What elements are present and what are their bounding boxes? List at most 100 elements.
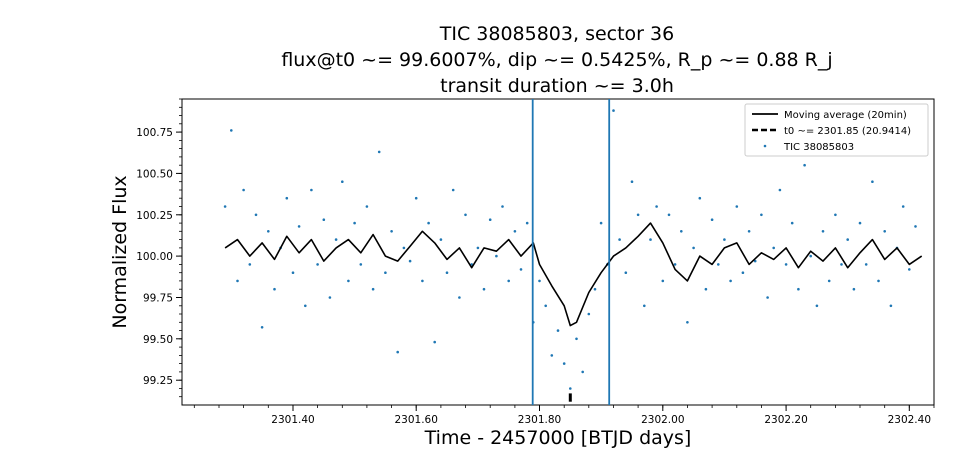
data-point [334, 238, 338, 241]
data-point [753, 259, 757, 263]
data-point [889, 304, 893, 308]
data-point [365, 205, 369, 208]
data-point [827, 279, 831, 283]
y-axis: 99.25 99.50 99.75 100.00 100.25 100.50 100.75 [136, 98, 182, 398]
data-point [901, 205, 905, 208]
y-tick-label: 99.25 [143, 375, 173, 387]
data-point [655, 205, 658, 208]
data-point [291, 271, 295, 275]
data-point [544, 304, 547, 308]
transit-bounds [531, 99, 611, 405]
data-point [587, 312, 591, 316]
data-point [433, 340, 437, 344]
data-point [421, 279, 424, 283]
data-point [618, 238, 621, 241]
data-point [538, 279, 541, 283]
title-line-2: flux@t0 ~= 99.6007%, dip ~= 0.5425%, R_p… [281, 49, 832, 71]
data-point [550, 354, 554, 357]
data-point [643, 304, 646, 308]
x-tick-label: 2302.20 [764, 414, 807, 426]
data-point [458, 296, 461, 299]
scatter-points [223, 109, 917, 390]
data-point [297, 225, 301, 228]
y-tick-label: 99.50 [143, 334, 173, 346]
data-point [556, 329, 560, 332]
data-point [704, 287, 708, 291]
data-point [260, 326, 264, 329]
data-point [723, 238, 726, 241]
data-point [766, 296, 769, 299]
data-point [285, 196, 289, 200]
data-point [747, 230, 751, 233]
data-point [760, 213, 763, 217]
data-point [371, 287, 375, 291]
data-point [636, 213, 640, 217]
data-point [864, 263, 868, 266]
data-point [852, 287, 856, 291]
data-point [858, 221, 862, 225]
x-tick-label: 2302.00 [641, 414, 684, 426]
data-point [686, 321, 689, 324]
data-point [519, 268, 523, 271]
data-point [384, 271, 387, 275]
data-point [248, 263, 252, 266]
data-point [427, 221, 430, 225]
data-point [242, 188, 245, 192]
data-point [414, 196, 418, 200]
data-point [821, 230, 825, 233]
data-point [377, 150, 381, 154]
data-point [482, 287, 486, 291]
data-point [599, 221, 603, 225]
data-point [507, 279, 511, 283]
data-point [797, 287, 800, 291]
data-point [778, 188, 782, 192]
data-point [729, 279, 732, 283]
legend-label-average: Moving average (20min) [784, 110, 907, 121]
data-point [908, 268, 911, 271]
data-point [501, 205, 504, 208]
data-point [230, 129, 233, 132]
data-point [877, 279, 880, 283]
legend: Moving average (20min) t0 ~= 2301.85 (20… [744, 103, 929, 157]
y-tick-label: 100.00 [136, 251, 173, 263]
data-point [310, 188, 313, 192]
data-point [236, 279, 239, 283]
data-point [569, 387, 572, 390]
data-point [575, 337, 578, 341]
data-point [871, 180, 874, 183]
data-point [525, 221, 529, 225]
data-point [680, 230, 683, 233]
y-tick-label: 100.25 [136, 210, 173, 222]
data-point [316, 263, 319, 266]
data-point [772, 246, 775, 250]
data-point [834, 213, 837, 217]
chart-title: TIC 38085803, sector 36 flux@t0 ~= 99.60… [281, 23, 832, 97]
data-point [341, 180, 344, 183]
data-point [439, 238, 443, 241]
data-point [815, 304, 819, 308]
x-tick-label: 2302.40 [888, 414, 931, 426]
data-point [803, 163, 806, 167]
y-axis-label: Normalized Flux [109, 175, 131, 328]
data-point [562, 362, 566, 365]
data-point [883, 230, 886, 233]
data-point [624, 271, 628, 275]
data-point [741, 271, 745, 275]
data-point [451, 188, 455, 192]
x-tick-label: 2301.80 [518, 414, 561, 426]
data-point [322, 218, 326, 221]
data-point [612, 109, 615, 112]
data-point [254, 213, 258, 217]
plot-area [181, 98, 935, 406]
title-line-1: TIC 38085803, sector 36 [439, 23, 674, 45]
data-point [630, 180, 634, 183]
data-point [353, 221, 356, 225]
data-point [809, 254, 812, 258]
data-point [476, 246, 480, 250]
data-point [840, 263, 843, 266]
data-point [790, 221, 794, 225]
y-tick-label: 99.75 [143, 293, 173, 305]
data-point [304, 304, 307, 308]
data-point [914, 225, 917, 228]
